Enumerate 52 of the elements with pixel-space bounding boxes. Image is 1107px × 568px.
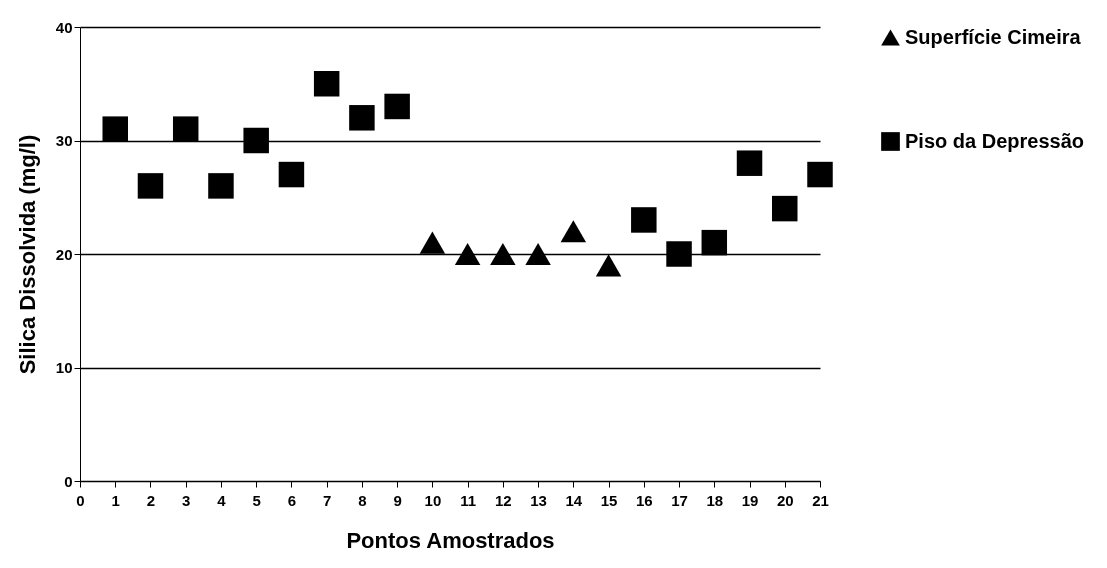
x-tick-label: 0: [76, 491, 85, 509]
x-tick-label: 10: [424, 491, 442, 509]
point: [454, 242, 481, 266]
point: [736, 150, 763, 176]
x-tick-label: 6: [287, 491, 297, 509]
point: [560, 220, 587, 243]
x-tick-label: 2: [146, 491, 156, 509]
x-tick-label: 16: [635, 491, 653, 509]
point: [313, 71, 340, 97]
point: [701, 229, 728, 256]
x-axis-title: Pontos Amostrados: [346, 527, 555, 553]
x-tick-label: 18: [706, 491, 724, 509]
y-tick-label: 30: [55, 132, 73, 149]
x-tick-label: 7: [322, 491, 332, 509]
point: [208, 173, 234, 199]
point: [419, 231, 446, 254]
point: [807, 161, 833, 188]
y-tick-label: 20: [55, 245, 73, 263]
point: [278, 161, 305, 188]
point: [490, 242, 516, 266]
x-tick-label: 3: [182, 491, 191, 509]
point: [172, 116, 199, 142]
y-axis-title: Silica Dissolvida (mg/l): [14, 134, 40, 375]
point: [595, 254, 622, 277]
x-tick-label: 9: [393, 491, 402, 509]
y-tick-label: 40: [55, 18, 73, 36]
point: [525, 242, 551, 266]
legend-label: Superfície Cimeira: [905, 25, 1082, 48]
x-tick-label: 19: [741, 491, 759, 509]
x-tick-label: 13: [530, 491, 547, 509]
y-tick-label: 0: [64, 472, 73, 490]
point: [772, 195, 798, 222]
x-tick-label: 15: [600, 491, 618, 509]
legend-label: Piso da Depressão: [905, 129, 1084, 152]
point: [349, 105, 375, 131]
x-tick-label: 1: [111, 491, 120, 509]
x-tick-label: 5: [252, 491, 261, 509]
x-tick-label: 11: [460, 491, 477, 509]
x-tick-label: 17: [671, 491, 688, 509]
point: [137, 173, 164, 199]
point: [243, 127, 269, 154]
x-tick-label: 21: [812, 491, 829, 509]
point: [384, 93, 410, 120]
point: [631, 207, 657, 233]
x-tick-label: 14: [565, 491, 583, 509]
x-tick-label: 8: [358, 491, 367, 509]
x-tick-label: 4: [217, 491, 227, 509]
point: [666, 241, 692, 267]
x-tick-label: 12: [495, 491, 512, 509]
point: [102, 116, 128, 142]
y-tick-label: 10: [55, 359, 73, 376]
x-tick-label: 20: [776, 491, 794, 509]
